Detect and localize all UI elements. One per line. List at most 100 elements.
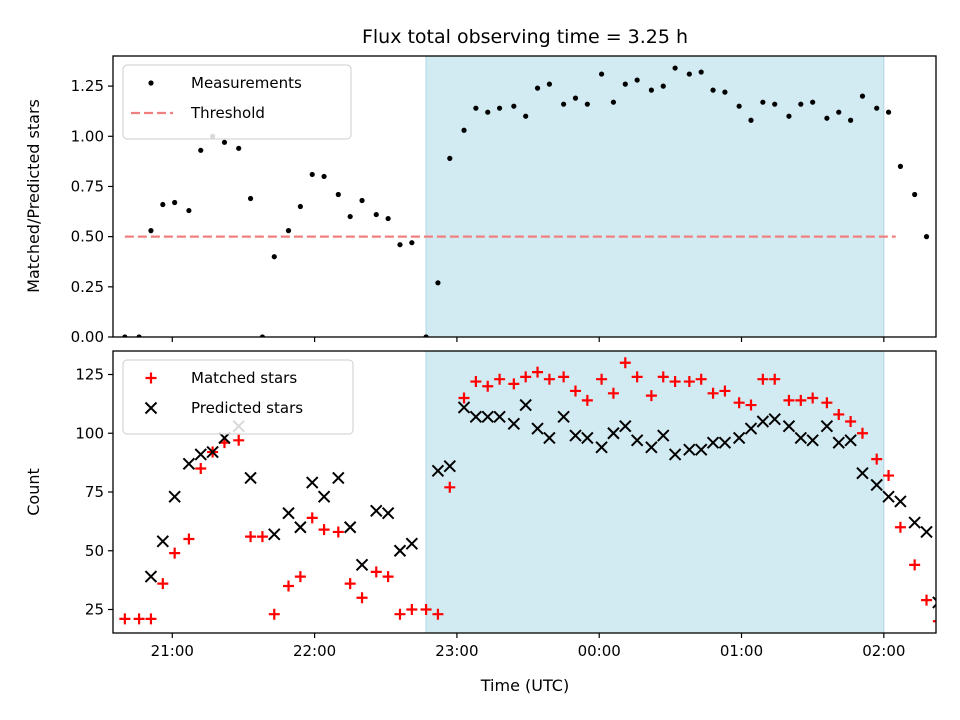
matched-star-point xyxy=(245,531,257,543)
predicted-star-point xyxy=(507,417,521,431)
matched-star-point xyxy=(183,533,195,545)
y-tick-label: 125 xyxy=(75,366,104,384)
matched-star-point xyxy=(695,373,707,385)
matched-star-point xyxy=(169,547,181,559)
predicted-star-point xyxy=(194,448,207,461)
measurement-point xyxy=(950,334,955,339)
x-tick-label: 00:00 xyxy=(578,642,621,660)
matched-star-point xyxy=(757,373,769,385)
measurement-point xyxy=(335,191,341,198)
matched-star-point xyxy=(707,387,719,399)
matched-star-point xyxy=(494,373,506,385)
matched-star-point xyxy=(406,604,418,615)
measurement-point xyxy=(598,71,605,77)
measurement-point xyxy=(247,195,254,202)
measurement-point xyxy=(798,101,804,107)
flux-ratio-plot-area: 0.00 0.25 0.50 0.75 1.00 1.25 Measurements Thre… xyxy=(71,55,955,346)
measurement-point xyxy=(397,242,403,248)
measurement-point xyxy=(760,99,766,105)
predicted-star-point xyxy=(481,410,494,424)
measurement-point xyxy=(622,81,628,87)
measurement-point xyxy=(221,139,228,145)
y-tick-label: 0.75 xyxy=(71,177,104,195)
measurement-point xyxy=(824,115,830,121)
measurement-point xyxy=(160,201,166,208)
matched-star-point xyxy=(856,427,868,439)
measurement-point xyxy=(561,101,567,107)
measurement-point xyxy=(271,254,277,260)
matched-star-point xyxy=(669,376,681,388)
matched-star-point xyxy=(458,392,470,404)
legend-measurement-marker xyxy=(148,80,154,86)
matched-star-point xyxy=(119,613,131,625)
measurement-point xyxy=(511,103,517,109)
predicted-star-point xyxy=(882,490,895,503)
predicted-star-point xyxy=(694,443,708,456)
observing-window-shade xyxy=(425,350,885,634)
y-tick-label: 0.25 xyxy=(71,278,104,296)
predicted-star-point xyxy=(645,441,658,454)
predicted-star-point xyxy=(306,476,319,489)
predicted-star-point xyxy=(405,537,419,550)
matched-star-point xyxy=(596,373,608,385)
matched-star-point xyxy=(883,470,895,482)
legend-label: Threshold xyxy=(190,104,265,122)
x-tick-label: 01:00 xyxy=(720,642,763,660)
matched-star-point xyxy=(344,578,356,590)
predicted-star-point xyxy=(381,506,395,520)
counts-panel: 21:00 22:00 23:00 00:00 01:00 02:00 25 50 75 100 1… xyxy=(24,350,937,695)
predicted-star-point xyxy=(806,434,819,447)
matched-star-point xyxy=(444,481,456,493)
matched-star-point xyxy=(932,620,936,623)
matched-star-point xyxy=(894,521,906,533)
measurement-point xyxy=(710,87,716,93)
predicted-star-point xyxy=(370,504,383,518)
measurement-point xyxy=(321,173,327,180)
matched-star-point xyxy=(921,594,933,606)
predicted-star-point xyxy=(657,429,670,442)
matched-star-point xyxy=(394,608,406,620)
measurement-point xyxy=(584,101,590,107)
predicted-star-point xyxy=(744,422,758,435)
matched-star-point xyxy=(283,580,295,592)
predicted-star-point xyxy=(794,431,808,445)
legend-label: Predicted stars xyxy=(191,399,303,417)
predicted-star-point xyxy=(756,415,770,428)
measurement-point xyxy=(885,109,892,115)
predicted-star-point xyxy=(493,410,506,424)
measurement-point xyxy=(672,65,678,71)
matched-star-point xyxy=(482,380,494,392)
x-tick-label: 22:00 xyxy=(293,642,336,660)
matched-star-point xyxy=(543,373,555,385)
y-tick-label: 25 xyxy=(85,601,104,619)
matched-star-point xyxy=(607,387,619,399)
legend-box xyxy=(122,64,352,140)
predicted-star-point xyxy=(182,457,196,471)
predicted-star-point xyxy=(683,443,696,456)
predicted-star-point xyxy=(557,410,570,424)
legend-label: Matched stars xyxy=(191,369,297,387)
measurement-point xyxy=(912,191,918,198)
measurement-point xyxy=(648,87,654,93)
matched-star-point xyxy=(769,373,781,385)
predicted-star-point xyxy=(332,471,345,485)
measurement-point xyxy=(285,228,292,234)
measurement-point xyxy=(736,103,742,109)
predicted-star-point xyxy=(317,490,331,503)
matched-star-point xyxy=(294,571,306,583)
y-tick-label: 1.00 xyxy=(71,127,104,145)
matched-star-point xyxy=(233,434,245,446)
predicted-star-point xyxy=(144,570,158,583)
matched-star-point xyxy=(783,394,795,406)
matched-star-point xyxy=(795,394,807,406)
predicted-star-point xyxy=(457,401,471,414)
predicted-star-point xyxy=(519,398,532,412)
predicted-star-point xyxy=(908,516,921,529)
y-tick-label: 0.00 xyxy=(71,328,104,346)
axes-frame xyxy=(112,55,937,338)
measurement-point xyxy=(385,215,391,222)
legend-label: Measurements xyxy=(191,74,302,92)
legend-box xyxy=(122,359,354,435)
matched-star-point xyxy=(306,512,318,524)
